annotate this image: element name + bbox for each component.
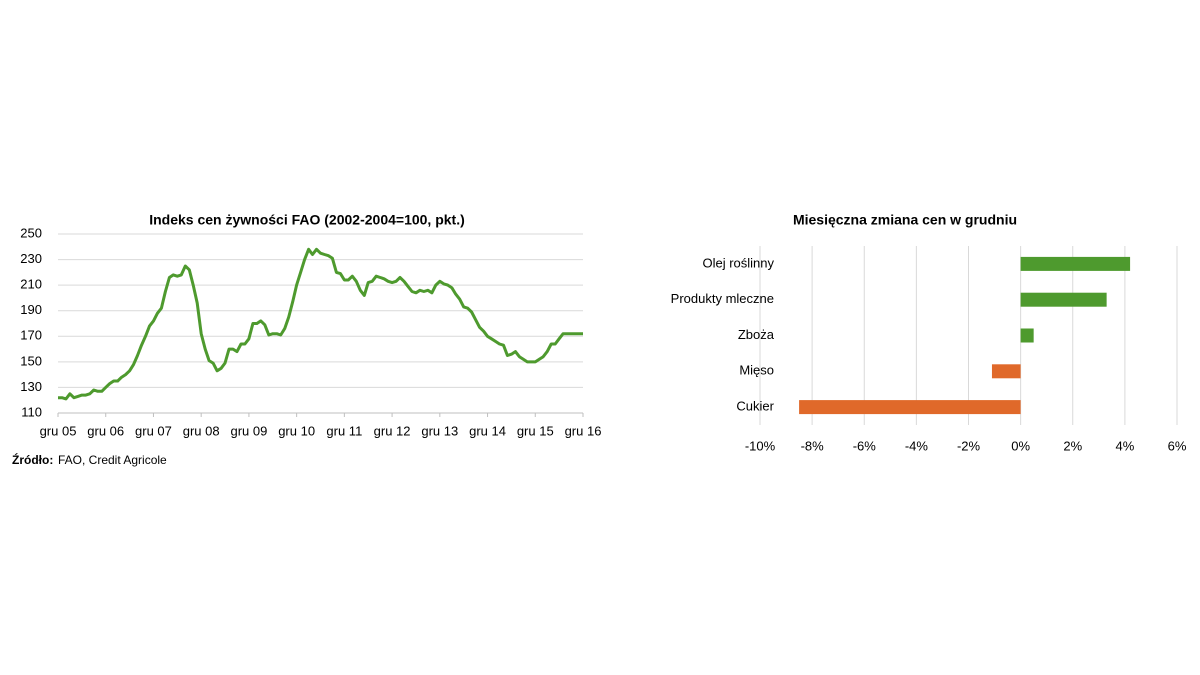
- x-tick-label: gru 15: [517, 423, 554, 438]
- y-tick-label: 230: [20, 251, 42, 266]
- x-tick-label: gru 07: [135, 423, 172, 438]
- y-tick-label: 170: [20, 328, 42, 343]
- x-tick-label: gru 09: [230, 423, 267, 438]
- x-tick-label: -10%: [745, 438, 776, 453]
- y-tick-label: 150: [20, 353, 42, 368]
- x-tick-label: -2%: [957, 438, 981, 453]
- x-tick-label: gru 12: [374, 423, 411, 438]
- y-tick-label: Cukier: [736, 399, 774, 414]
- x-tick-label: gru 08: [183, 423, 220, 438]
- x-tick-label: gru 06: [87, 423, 124, 438]
- y-tick-label: Mięso: [739, 363, 774, 378]
- x-tick-label: gru 16: [565, 423, 602, 438]
- x-tick-label: 2%: [1063, 438, 1082, 453]
- x-tick-label: gru 10: [278, 423, 315, 438]
- source-label: Źródło:: [12, 452, 53, 467]
- y-tick-label: 210: [20, 277, 42, 292]
- bar: [1020, 292, 1107, 307]
- bar: [991, 364, 1021, 379]
- y-tick-label: 130: [20, 379, 42, 394]
- data-line: [58, 247, 583, 401]
- bar: [1020, 256, 1131, 271]
- y-tick-label: 250: [20, 225, 42, 240]
- y-tick-label: Olej roślinny: [702, 255, 774, 270]
- x-tick-label: gru 05: [40, 423, 77, 438]
- bar: [1020, 328, 1034, 343]
- x-tick-label: 4%: [1115, 438, 1134, 453]
- source: FAO, Credit Agricole: [58, 453, 167, 467]
- x-tick-label: 6%: [1168, 438, 1187, 453]
- x-tick-label: -4%: [905, 438, 929, 453]
- x-tick-label: 0%: [1011, 438, 1030, 453]
- chart-title: Indeks cen żywności FAO (2002-2004=100, …: [149, 212, 465, 228]
- y-tick-label: Zboża: [738, 327, 775, 342]
- x-tick-label: -8%: [801, 438, 825, 453]
- x-tick-label: gru 13: [421, 423, 458, 438]
- x-tick-label: gru 14: [469, 423, 506, 438]
- y-tick-label: 190: [20, 302, 42, 317]
- bar: [799, 400, 1021, 415]
- x-tick-label: gru 11: [326, 423, 362, 438]
- y-tick-label: Produkty mleczne: [671, 291, 774, 306]
- x-tick-label: -6%: [853, 438, 877, 453]
- chart-title: Miesięczna zmiana cen w grudniu: [793, 212, 1017, 228]
- y-tick-label: 110: [21, 404, 42, 419]
